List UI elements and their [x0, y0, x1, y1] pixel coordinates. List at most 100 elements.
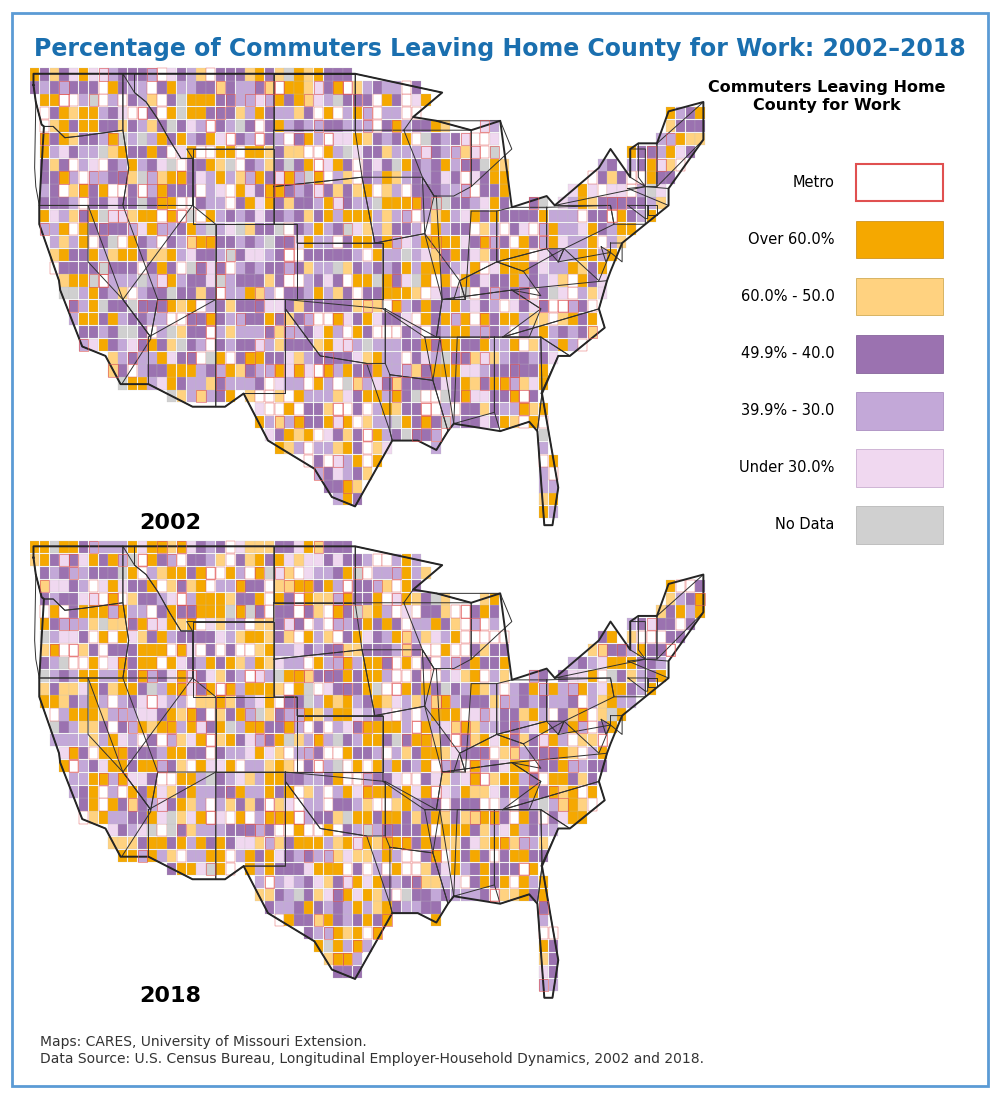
Bar [490, 669, 499, 682]
Bar [549, 709, 558, 721]
Bar [147, 592, 157, 604]
Bar [128, 811, 137, 823]
Bar [294, 197, 304, 210]
Bar [363, 403, 372, 415]
Bar [157, 644, 167, 656]
Bar [206, 721, 215, 733]
Bar [412, 811, 421, 823]
Bar [529, 759, 538, 771]
Bar [627, 185, 636, 197]
Bar [157, 669, 167, 682]
Bar [676, 619, 685, 631]
Bar [431, 734, 441, 746]
Bar [421, 390, 431, 402]
Bar [304, 236, 313, 248]
Bar [343, 158, 352, 170]
Bar [128, 146, 137, 158]
Bar [461, 133, 470, 145]
Bar [549, 236, 558, 248]
Bar [226, 95, 235, 107]
Bar [265, 773, 274, 785]
Bar [588, 721, 597, 733]
Bar [568, 262, 578, 274]
Bar [157, 287, 167, 299]
Bar [333, 863, 343, 875]
Bar [118, 262, 127, 274]
Bar [177, 210, 186, 222]
Bar [421, 210, 431, 222]
Bar [382, 415, 392, 429]
Bar [353, 721, 362, 733]
Bar [373, 415, 382, 429]
Bar [147, 631, 157, 643]
Bar [647, 185, 656, 197]
Bar [343, 352, 352, 364]
Bar [304, 606, 313, 618]
Bar [480, 415, 489, 429]
Bar [549, 696, 558, 708]
Bar [138, 223, 147, 235]
Bar [363, 824, 372, 836]
Bar [412, 197, 421, 210]
Bar [392, 644, 401, 656]
Bar [382, 669, 392, 682]
Bar [265, 876, 274, 888]
Bar [294, 95, 304, 107]
Bar [373, 455, 382, 467]
Bar [294, 390, 304, 402]
Bar [226, 300, 235, 312]
Bar [500, 338, 509, 351]
Bar [461, 863, 470, 875]
Bar [412, 773, 421, 785]
Bar [402, 786, 411, 798]
Bar [40, 682, 49, 695]
Bar [539, 669, 548, 682]
Bar [98, 158, 108, 170]
Bar [226, 248, 235, 260]
Bar [275, 377, 284, 389]
Bar [177, 377, 186, 389]
Bar [353, 95, 362, 107]
Bar [196, 95, 206, 107]
Bar [558, 709, 568, 721]
Bar [558, 287, 568, 299]
Bar [304, 158, 313, 170]
Bar [500, 158, 509, 170]
Bar [157, 338, 167, 351]
Bar [519, 773, 529, 785]
Bar [147, 171, 157, 184]
Bar [89, 248, 98, 260]
Bar [373, 236, 382, 248]
Bar [519, 275, 529, 287]
Bar [856, 448, 943, 487]
Bar [461, 300, 470, 312]
Bar [558, 747, 568, 759]
Bar [108, 669, 118, 682]
Bar [647, 146, 656, 158]
Bar [50, 171, 59, 184]
Bar [373, 275, 382, 287]
Bar [265, 709, 274, 721]
Bar [549, 352, 558, 364]
Bar [284, 68, 294, 80]
Bar [167, 377, 176, 389]
Bar [226, 365, 235, 377]
Bar [118, 95, 127, 107]
Bar [206, 68, 215, 80]
Bar [147, 275, 157, 287]
Bar [333, 786, 343, 798]
Bar [363, 95, 372, 107]
Bar [275, 352, 284, 364]
Bar [480, 709, 489, 721]
Bar [431, 709, 441, 721]
Bar [284, 365, 294, 377]
Bar [157, 197, 167, 210]
Bar [206, 669, 215, 682]
Bar [284, 326, 294, 338]
Bar [431, 248, 441, 260]
Bar [412, 275, 421, 287]
Bar [549, 759, 558, 771]
Bar [500, 210, 509, 222]
Text: 2002: 2002 [140, 513, 202, 533]
Bar [421, 721, 431, 733]
